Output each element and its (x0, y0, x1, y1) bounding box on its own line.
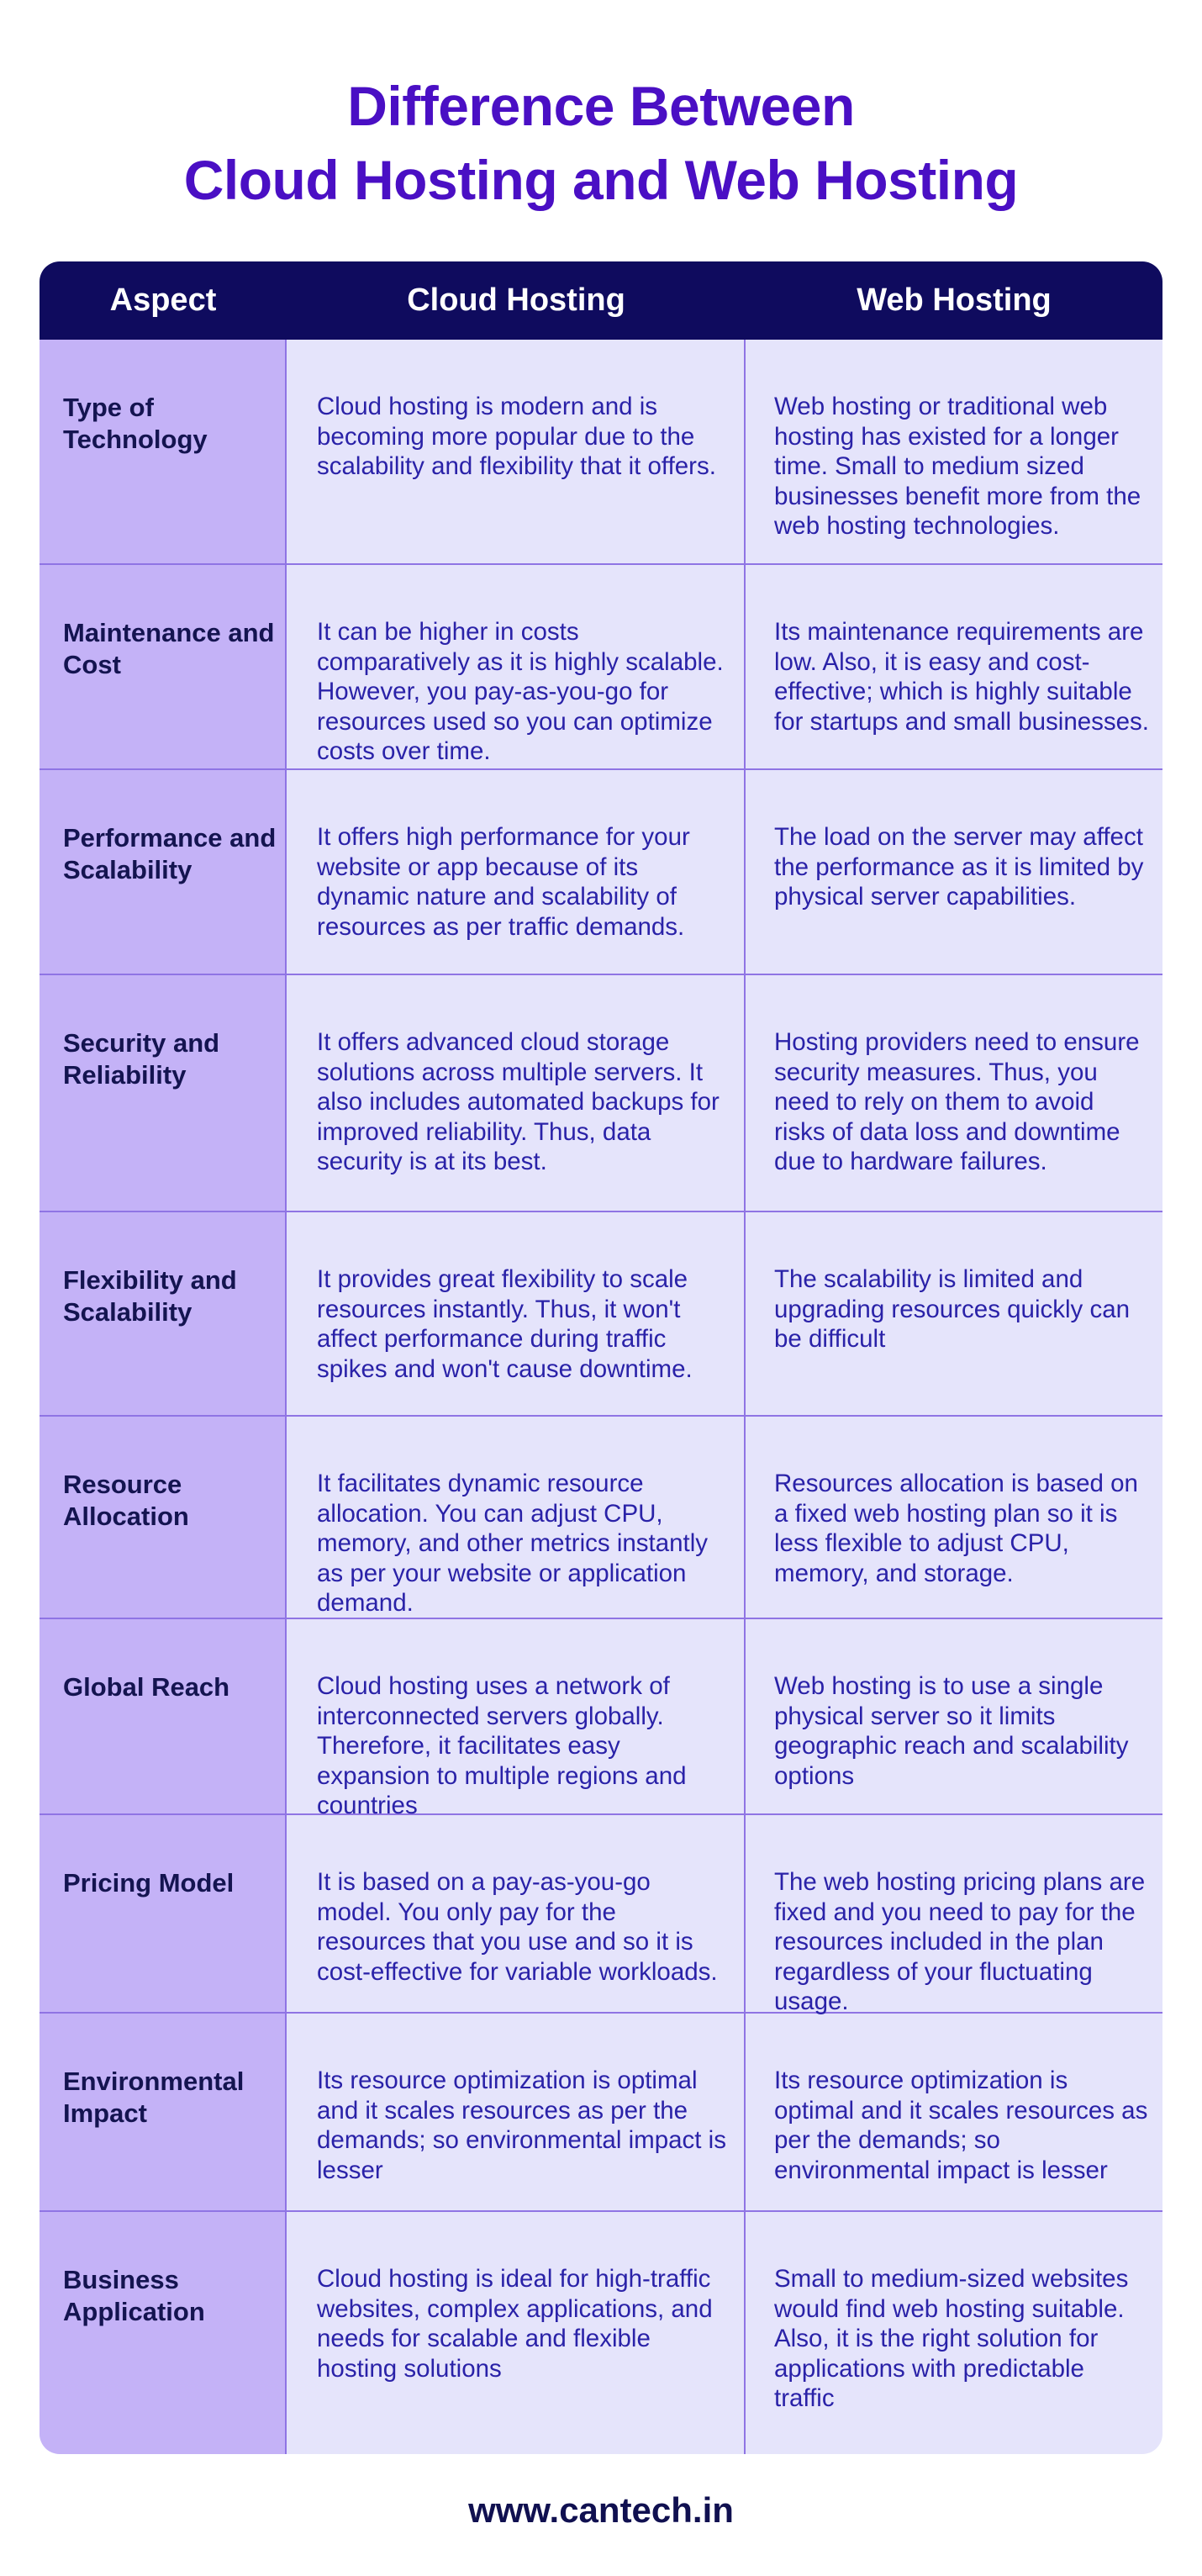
cloud-cell: It offers advanced cloud storage solutio… (287, 975, 746, 1211)
aspect-cell: Pricing Model (40, 1815, 287, 2012)
table-row: Business Application Cloud hosting is id… (40, 2212, 1162, 2454)
site-url: www.cantech.in (468, 2490, 734, 2530)
cloud-cell: Cloud hosting is modern and is becoming … (287, 340, 746, 563)
table-row: Performance and Scalability It offers hi… (40, 770, 1162, 975)
page-title: Difference Between Cloud Hosting and Web… (0, 69, 1202, 217)
header-web-hosting: Web Hosting (857, 282, 1052, 318)
web-cell: Web hosting or traditional web hosting h… (774, 393, 1141, 540)
web-cell: Its resource optimization is optimal and… (774, 2067, 1148, 2184)
web-cell: Its maintenance requirements are low. Al… (774, 618, 1149, 736)
cloud-cell: It provides great flexibility to scale r… (287, 1212, 746, 1415)
table-row: Maintenance and Cost It can be higher in… (40, 565, 1162, 770)
cloud-cell: Cloud hosting is ideal for high-traffic … (287, 2212, 746, 2454)
web-cell: The web hosting pricing plans are fixed … (774, 1868, 1146, 2015)
cloud-cell: It facilitates dynamic resource allocati… (287, 1417, 746, 1618)
aspect-cell: Security and Reliability (40, 975, 287, 1211)
header-cloud-hosting: Cloud Hosting (407, 282, 625, 318)
title-line-1: Difference Between (347, 75, 855, 137)
aspect-cell: Resource Allocation (40, 1417, 287, 1618)
table-row: Security and Reliability It offers advan… (40, 975, 1162, 1212)
cloud-cell: It offers high performance for your webs… (287, 770, 746, 974)
aspect-cell: Maintenance and Cost (40, 565, 287, 768)
aspect-cell: Performance and Scalability (40, 770, 287, 974)
web-cell: Small to medium-sized websites would fin… (774, 2265, 1129, 2412)
table-row: Global Reach Cloud hosting uses a networ… (40, 1619, 1162, 1819)
table-header: Aspect Cloud Hosting Web Hosting (40, 261, 1162, 340)
header-aspect: Aspect (109, 282, 217, 318)
cloud-cell: It can be higher in costs comparatively … (287, 565, 746, 768)
aspect-cell: Environmental Impact (40, 2014, 287, 2210)
aspect-cell: Global Reach (40, 1619, 287, 1813)
cloud-cell: Its resource optimization is optimal and… (287, 2014, 746, 2210)
aspect-cell: Flexibility and Scalability (40, 1212, 287, 1415)
aspect-cell: Business Application (40, 2212, 287, 2454)
aspect-cell: Type of Technology (40, 340, 287, 563)
web-cell: The scalability is limited and upgrading… (774, 1265, 1131, 1353)
table-row: Flexibility and Scalability It provides … (40, 1212, 1162, 1417)
web-cell: Resources allocation is based on a fixed… (774, 1470, 1138, 1587)
table-row: Type of Technology Cloud hosting is mode… (40, 340, 1162, 565)
table-row: Resource Allocation It facilitates dynam… (40, 1417, 1162, 1619)
cloud-cell: It is based on a pay-as-you-go model. Yo… (287, 1815, 746, 2012)
comparison-table: Aspect Cloud Hosting Web Hosting Type of… (40, 261, 1162, 2454)
table-row: Pricing Model It is based on a pay-as-yo… (40, 1815, 1162, 2015)
web-cell: Hosting providers need to ensure securit… (774, 1028, 1140, 1175)
title-line-2: Cloud Hosting and Web Hosting (183, 149, 1019, 211)
cloud-cell: Cloud hosting uses a network of intercon… (287, 1619, 746, 1819)
web-cell: The load on the server may affect the pe… (774, 823, 1144, 911)
web-cell: Web hosting is to use a single physical … (774, 1672, 1129, 1790)
table-row: Environmental Impact Its resource optimi… (40, 2014, 1162, 2212)
